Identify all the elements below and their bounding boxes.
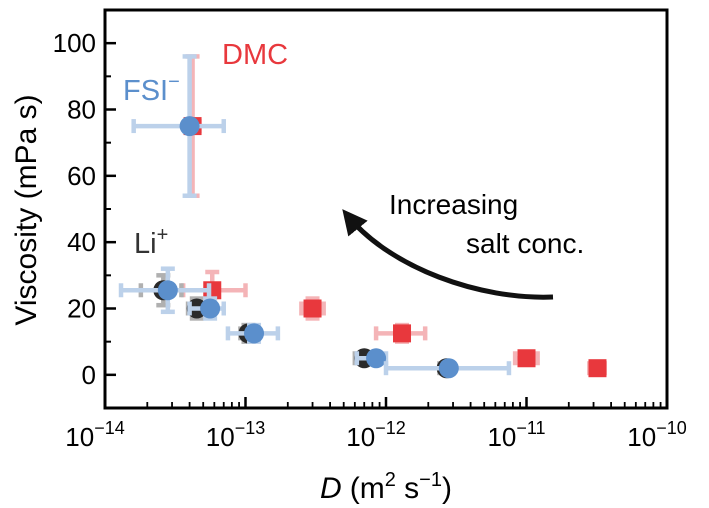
- label-fsi-base: FSI: [123, 75, 168, 107]
- y-tick-label: 0: [82, 360, 96, 390]
- marker-square: [393, 324, 412, 343]
- label-fsi-sup: −: [168, 71, 180, 93]
- annotation-arrow: [342, 209, 554, 300]
- annotation-line1: Increasing: [389, 189, 518, 220]
- x-tick-label: 10−10: [627, 418, 686, 452]
- marker-square: [517, 349, 536, 368]
- y-tick-label: 100: [53, 28, 96, 58]
- x-axis-label-unit: (m: [350, 472, 385, 505]
- point-dmc: [512, 349, 540, 368]
- x-axis-label-sup2: −1: [419, 469, 442, 491]
- axis-ticks: 0 20 40 60 80 100 10−14 10−13 10−12 10−11 10−10: [53, 9, 687, 452]
- data-points: [118, 54, 607, 379]
- y-tick-label: 20: [67, 294, 96, 324]
- annotation-line2: salt conc.: [466, 228, 584, 259]
- point-fsi: [118, 266, 212, 315]
- x-axis-label-unit-end: ): [442, 472, 452, 505]
- y-tick-label: 60: [67, 161, 96, 191]
- x-axis-label-sup1: 2: [385, 469, 396, 491]
- y-tick-label: 80: [67, 95, 96, 125]
- marker-circle: [200, 298, 221, 319]
- point-dmc: [373, 322, 428, 344]
- x-tick-label: 10−12: [346, 418, 405, 452]
- marker-square: [588, 359, 607, 378]
- point-fsi: [187, 296, 226, 321]
- marker-circle: [157, 280, 178, 301]
- point-fsi: [131, 54, 226, 198]
- x-tick-label: 10−14: [65, 418, 124, 452]
- label-dmc: DMC: [222, 39, 288, 71]
- x-axis-label-symbol: D: [320, 472, 342, 505]
- marker-square: [303, 299, 322, 318]
- y-tick-label: 40: [67, 227, 96, 257]
- marker-circle: [438, 358, 459, 379]
- point-dmc: [299, 296, 326, 321]
- point-fsi: [225, 322, 281, 344]
- x-axis-label-unit-mid: s: [396, 472, 419, 505]
- x-tick-label: 10−13: [206, 418, 265, 452]
- label-fsi: FSI−: [123, 71, 180, 107]
- point-dmc: [587, 359, 607, 378]
- x-tick-label: 10−11: [487, 418, 545, 452]
- x-axis-label: D (m2 s−1): [320, 469, 452, 505]
- y-axis-label: Viscosity (mPa s): [10, 94, 43, 325]
- label-li-sup: +: [157, 224, 169, 246]
- label-li: Li+: [134, 224, 168, 260]
- marker-circle: [179, 116, 200, 137]
- marker-circle: [244, 323, 265, 344]
- label-li-base: Li: [134, 228, 157, 260]
- marker-circle: [366, 348, 387, 369]
- point-fsi: [383, 358, 512, 379]
